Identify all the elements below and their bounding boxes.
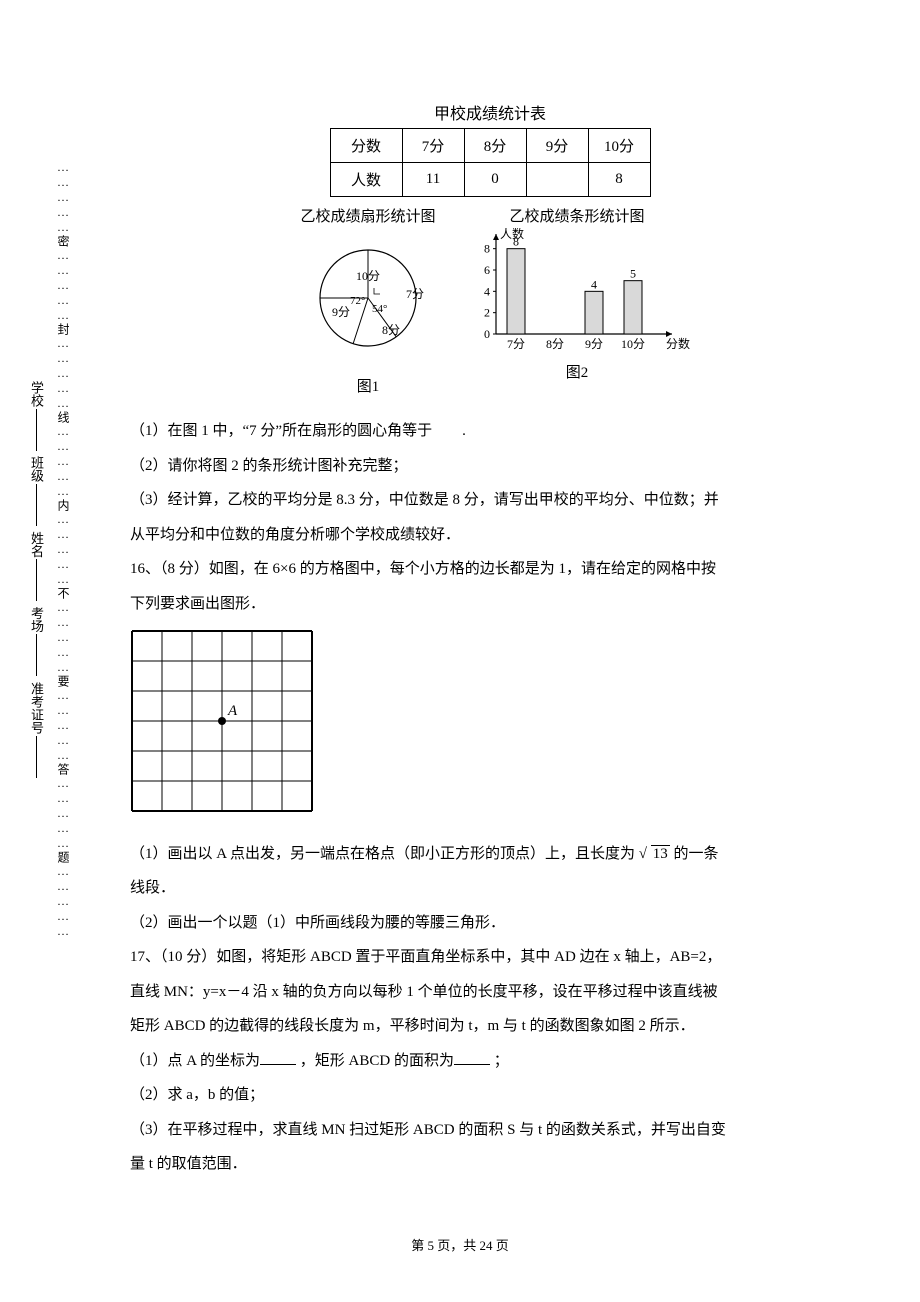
table-cell: 11 (402, 163, 464, 197)
q17c: 矩形 ABCD 的边截得的线段长度为 m，平移时间为 t，m 与 t 的函数图象… (130, 1009, 850, 1044)
q16-1a: （1）画出以 A 点出发，另一端点在格点（即小正方形的顶点）上，且长度为 (130, 846, 635, 862)
svg-text:8: 8 (513, 235, 519, 249)
page-footer: 第 5 页，共 24 页 (0, 1235, 920, 1254)
bar-chart: 人数分数 0 2 4 6 8 8 7分 8分 4 9分 5 10分 (462, 228, 692, 354)
table-row-label: 人数 (330, 163, 402, 197)
table-header-cell: 8分 (464, 129, 526, 163)
svg-text:8分: 8分 (546, 337, 564, 351)
q15-1: （1）在图 1 中，“7 分”所在扇形的圆心角等于 . (130, 414, 850, 449)
table-cell: 0 (464, 163, 526, 197)
q17-1c: ； (494, 1053, 509, 1069)
svg-text:7分: 7分 (406, 287, 424, 301)
q16-1: （1）画出以 A 点出发，另一端点在格点（即小正方形的顶点）上，且长度为 13 … (130, 837, 850, 872)
q15-3b: 从平均分和中位数的角度分析哪个学校成绩较好． (130, 518, 850, 553)
q17-1: （1）点 A 的坐标为 ，矩形 ABCD 的面积为 ； (130, 1044, 850, 1079)
q17-1a: （1）点 A 的坐标为 (130, 1053, 260, 1069)
svg-text:6: 6 (484, 263, 490, 277)
svg-text:9分: 9分 (332, 305, 350, 319)
q16-1c: 线段． (130, 871, 850, 906)
sqrt-13: 13 (639, 837, 670, 872)
svg-text:2: 2 (484, 306, 490, 320)
page-content: 甲校成绩统计表 分数7分8分9分10分人数1108 乙校成绩扇形统计图 10分7… (130, 100, 850, 1182)
table-cell: 8 (588, 163, 650, 197)
bar-caption: 乙校成绩条形统计图 (462, 205, 692, 226)
svg-text:4: 4 (591, 277, 597, 291)
svg-text:7分: 7分 (507, 337, 525, 351)
q17-2: （2）求 a，b 的值； (130, 1078, 850, 1113)
q17-3b: 量 t 的取值范围． (130, 1147, 850, 1182)
svg-text:5: 5 (630, 267, 636, 281)
q16b: 下列要求画出图形． (130, 587, 850, 622)
q15-2: （2）请你将图 2 的条形统计图补充完整； (130, 449, 850, 484)
svg-text:4: 4 (484, 284, 490, 298)
svg-text:8: 8 (484, 242, 490, 256)
seal-line: ……………密……………封……………线……………内……………不……………要…………… (58, 160, 72, 940)
pie-caption: 乙校成绩扇形统计图 (288, 205, 448, 226)
svg-text:人数: 人数 (500, 228, 524, 241)
q16-2: （2）画出一个以题（1）中所画线段为腰的等腰三角形． (130, 906, 850, 941)
q16-1b: 的一条 (674, 846, 719, 862)
q17a: 17、（10 分）如图，将矩形 ABCD 置于平面直角坐标系中，其中 AD 边在… (130, 940, 850, 975)
score-table: 分数7分8分9分10分人数110 8 (330, 128, 651, 197)
grid-6x6: A (130, 629, 850, 827)
q17b: 直线 MN：y=x－4 沿 x 轴的负方向以每秒 1 个单位的长度平移，设在平移… (130, 975, 850, 1010)
pie-chart-box: 乙校成绩扇形统计图 10分 7分 8分 9分72° 54° 图1 (288, 205, 448, 396)
table-cell (526, 163, 588, 197)
svg-text:54°: 54° (372, 303, 387, 315)
bar-fig-label: 图2 (462, 361, 692, 382)
svg-text:10分: 10分 (621, 337, 645, 351)
svg-text:0: 0 (484, 327, 490, 341)
pie-fig-label: 图1 (288, 375, 448, 396)
table-title: 甲校成绩统计表 (130, 100, 850, 124)
pie-chart: 10分 7分 8分 9分72° 54° (288, 228, 448, 368)
table-header-cell: 10分 (588, 129, 650, 163)
table-header-cell: 7分 (402, 129, 464, 163)
q17-3a: （3）在平移过程中，求直线 MN 扫过矩形 ABCD 的面积 S 与 t 的函数… (130, 1113, 850, 1148)
q17-1b: ，矩形 ABCD 的面积为 (300, 1053, 454, 1069)
svg-text:A: A (227, 703, 238, 719)
table-header-cell: 分数 (330, 129, 402, 163)
blank-1 (260, 1050, 296, 1065)
bar-chart-box: 乙校成绩条形统计图 人数分数 0 2 4 6 8 8 7分 8分 4 9分 5 10分 图2 (462, 205, 692, 396)
table-header-cell: 9分 (526, 129, 588, 163)
binding-margin-labels: 学校 班级 姓名 考场 准考证号 (24, 230, 46, 930)
grid-svg: A (130, 629, 314, 813)
svg-text:8分: 8分 (382, 323, 400, 337)
q16a: 16、（8 分）如图，在 6×6 的方格图中，每个小方格的边长都是为 1，请在给… (130, 552, 850, 587)
svg-text:9分: 9分 (585, 337, 603, 351)
svg-text:72°: 72° (350, 295, 365, 307)
svg-text:分数: 分数 (666, 336, 690, 351)
q15-3a: （3）经计算，乙校的平均分是 8.3 分，中位数是 8 分，请写出甲校的平均分、… (130, 483, 850, 518)
svg-text:10分: 10分 (356, 269, 380, 283)
blank-2 (454, 1050, 490, 1065)
question-text: （1）在图 1 中，“7 分”所在扇形的圆心角等于 . （2）请你将图 2 的条… (130, 414, 850, 1182)
